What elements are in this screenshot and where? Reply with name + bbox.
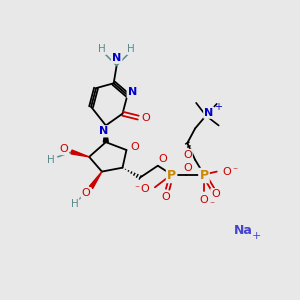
- Text: ⁻: ⁻: [209, 200, 214, 210]
- Text: N: N: [204, 108, 214, 118]
- Text: H: H: [98, 44, 106, 54]
- Text: O: O: [212, 189, 220, 199]
- Text: O: O: [183, 163, 192, 173]
- Text: +: +: [251, 231, 261, 242]
- Text: O: O: [82, 188, 91, 198]
- Text: +: +: [214, 102, 222, 112]
- Text: H: H: [47, 155, 55, 165]
- Polygon shape: [71, 150, 89, 157]
- Text: ⁻: ⁻: [233, 167, 238, 177]
- Text: O: O: [183, 150, 192, 160]
- Text: O: O: [130, 142, 139, 152]
- Text: O: O: [161, 192, 170, 202]
- Polygon shape: [103, 125, 108, 142]
- Text: O: O: [142, 112, 150, 123]
- Text: O: O: [59, 144, 68, 154]
- Text: O: O: [222, 167, 231, 177]
- Text: N: N: [112, 53, 121, 63]
- Text: O: O: [200, 195, 208, 205]
- Polygon shape: [89, 172, 102, 188]
- Text: P: P: [167, 169, 176, 182]
- Text: N: N: [99, 126, 109, 136]
- Text: P: P: [200, 169, 208, 182]
- Text: Na: Na: [234, 224, 253, 237]
- Text: N: N: [128, 87, 137, 97]
- Text: H: H: [128, 44, 135, 54]
- Text: H: H: [70, 199, 78, 209]
- Text: O: O: [158, 154, 167, 164]
- Text: O: O: [141, 184, 149, 194]
- Text: ⁻: ⁻: [135, 184, 140, 194]
